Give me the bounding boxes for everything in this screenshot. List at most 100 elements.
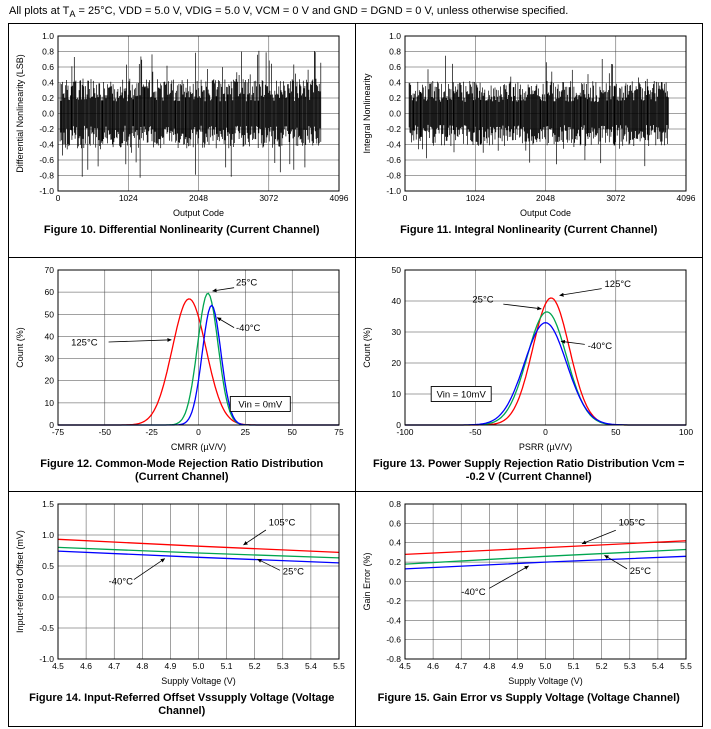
svg-text:-0.8: -0.8	[386, 171, 401, 181]
svg-text:5.3: 5.3	[624, 661, 636, 671]
svg-text:-0.6: -0.6	[386, 635, 401, 645]
svg-text:50: 50	[44, 309, 54, 319]
svg-text:Integral Nonlinearity: Integral Nonlinearity	[362, 73, 372, 154]
figure-cell-12: -75 -50 -25 0 25 50 75 0 10 20 30 40 50 60 70 CMRR (µV/…	[9, 258, 356, 493]
svg-text:-1.0: -1.0	[39, 654, 54, 664]
svg-text:1024: 1024	[466, 193, 485, 203]
svg-text:5.4: 5.4	[652, 661, 664, 671]
svg-text:Supply Voltage (V): Supply Voltage (V)	[508, 676, 583, 686]
svg-text:4096: 4096	[329, 193, 348, 203]
svg-text:50: 50	[611, 427, 621, 437]
svg-text:0.8: 0.8	[389, 499, 401, 509]
svg-text:40: 40	[391, 296, 401, 306]
svg-text:4.8: 4.8	[483, 661, 495, 671]
svg-text:-40°C: -40°C	[236, 323, 261, 334]
svg-text:0.6: 0.6	[389, 62, 401, 72]
svg-text:Gain Error (%): Gain Error (%)	[362, 553, 372, 611]
svg-text:4.5: 4.5	[399, 661, 411, 671]
figure-13-caption: Figure 13. Power Supply Rejection Ratio …	[373, 458, 685, 484]
conditions-note-pre: All plots at T	[9, 5, 70, 17]
svg-text:-1.0: -1.0	[386, 186, 401, 196]
figure-cell-11: 0 1024 2048 3072 4096 -1.0 -0.8 -0.6 -0.4 -0.2 0.0…	[355, 24, 702, 259]
svg-text:4.8: 4.8	[136, 661, 148, 671]
svg-text:5.1: 5.1	[220, 661, 232, 671]
svg-text:Differential Nonlinearity (LSB: Differential Nonlinearity (LSB)	[15, 54, 25, 172]
svg-text:-1.0: -1.0	[39, 186, 54, 196]
svg-text:20: 20	[391, 358, 401, 368]
svg-text:0: 0	[49, 420, 54, 430]
svg-text:CMRR (µV/V): CMRR (µV/V)	[171, 442, 226, 452]
svg-text:4.7: 4.7	[108, 661, 120, 671]
gain-error-vs-supply-chart: 4.5 4.6 4.7 4.8 4.9 5.0 5.1 5.2 5.3 5.4 5.5 -0.8 -0.…	[362, 499, 692, 686]
svg-text:0.2: 0.2	[42, 93, 54, 103]
svg-text:5.5: 5.5	[680, 661, 692, 671]
svg-text:-0.8: -0.8	[386, 654, 401, 664]
figure-cell-14: 4.5 4.6 4.7 4.8 4.9 5.0 5.1 5.2 5.3 5.4 5.5 -1.0 -0.…	[9, 492, 356, 727]
svg-text:0: 0	[55, 193, 60, 203]
figure-11-caption: Figure 11. Integral Nonlinearity (Curren…	[400, 224, 658, 237]
svg-text:4.6: 4.6	[427, 661, 439, 671]
svg-text:1.5: 1.5	[42, 499, 54, 509]
figure-grid: 0 1024 2048 3072 4096 -1.0 -0.8 -0.6 -0.4 -0.2 0.0…	[8, 23, 703, 728]
svg-text:4.5: 4.5	[52, 661, 64, 671]
svg-text:105°C: 105°C	[618, 517, 645, 528]
svg-text:-50: -50	[98, 427, 111, 437]
svg-text:0.0: 0.0	[42, 109, 54, 119]
svg-text:-0.6: -0.6	[39, 155, 54, 165]
psrr-distribution-chart: -100 -50 0 50 100 0 10 20 30 40 50 PSRR (µV/V) Count…	[362, 265, 693, 452]
svg-text:125°C: 125°C	[604, 279, 631, 290]
svg-text:50: 50	[391, 265, 401, 275]
svg-text:Output Code: Output Code	[520, 208, 571, 218]
svg-text:3072: 3072	[259, 193, 278, 203]
figure-cell-13: -100 -50 0 50 100 0 10 20 30 40 50 PSRR (µV/V) Count…	[355, 258, 702, 493]
svg-text:0.2: 0.2	[389, 557, 401, 567]
svg-text:-0.5: -0.5	[39, 623, 54, 633]
conditions-note-subscript: A	[69, 9, 76, 20]
svg-text:0: 0	[196, 427, 201, 437]
conditions-note: All plots at TA = 25°C, VDD = 5.0 V, VDI…	[0, 0, 711, 23]
svg-text:0.5: 0.5	[42, 561, 54, 571]
svg-text:0: 0	[396, 420, 401, 430]
figure-12-caption: Figure 12. Common-Mode Rejection Ratio D…	[40, 458, 324, 484]
svg-text:0.6: 0.6	[389, 519, 401, 529]
svg-text:30: 30	[391, 327, 401, 337]
svg-text:5.3: 5.3	[277, 661, 289, 671]
figure-15-caption: Figure 15. Gain Error vs Supply Voltage …	[377, 692, 680, 705]
svg-text:40: 40	[44, 332, 54, 342]
svg-text:Output Code: Output Code	[173, 208, 224, 218]
svg-text:Count (%): Count (%)	[362, 327, 372, 368]
svg-text:PSRR (µV/V): PSRR (µV/V)	[519, 442, 572, 452]
integral-nonlinearity-chart: 0 1024 2048 3072 4096 -1.0 -0.8 -0.6 -0.4 -0.2 0.0…	[362, 31, 696, 218]
svg-text:Vin = 10mV: Vin = 10mV	[436, 390, 486, 401]
svg-text:60: 60	[44, 287, 54, 297]
svg-text:4.6: 4.6	[80, 661, 92, 671]
svg-text:5.5: 5.5	[333, 661, 345, 671]
offset-vs-supply-chart: 4.5 4.6 4.7 4.8 4.9 5.0 5.1 5.2 5.3 5.4 5.5 -1.0 -0.…	[15, 499, 345, 686]
svg-text:0.0: 0.0	[389, 577, 401, 587]
svg-text:Input-referred Offset (mV): Input-referred Offset (mV)	[15, 530, 25, 633]
svg-text:-0.8: -0.8	[39, 171, 54, 181]
svg-text:-0.2: -0.2	[386, 596, 401, 606]
svg-text:0.0: 0.0	[42, 592, 54, 602]
svg-text:100: 100	[679, 427, 693, 437]
svg-text:5.1: 5.1	[567, 661, 579, 671]
svg-text:3072: 3072	[606, 193, 625, 203]
svg-text:0.2: 0.2	[389, 93, 401, 103]
svg-text:0: 0	[543, 427, 548, 437]
svg-text:50: 50	[287, 427, 297, 437]
svg-text:-40°C: -40°C	[587, 341, 612, 352]
svg-text:-0.4: -0.4	[39, 140, 54, 150]
svg-text:-40°C: -40°C	[108, 577, 133, 588]
svg-text:2048: 2048	[189, 193, 208, 203]
figure-cell-15: 4.5 4.6 4.7 4.8 4.9 5.0 5.1 5.2 5.3 5.4 5.5 -0.8 -0.…	[356, 492, 703, 726]
svg-text:1024: 1024	[119, 193, 138, 203]
svg-text:0.4: 0.4	[389, 78, 401, 88]
svg-text:5.0: 5.0	[192, 661, 204, 671]
svg-text:-25: -25	[145, 427, 158, 437]
svg-text:10: 10	[391, 389, 401, 399]
svg-text:20: 20	[44, 376, 54, 386]
svg-text:0.4: 0.4	[389, 538, 401, 548]
svg-text:4.9: 4.9	[511, 661, 523, 671]
svg-text:0: 0	[402, 193, 407, 203]
